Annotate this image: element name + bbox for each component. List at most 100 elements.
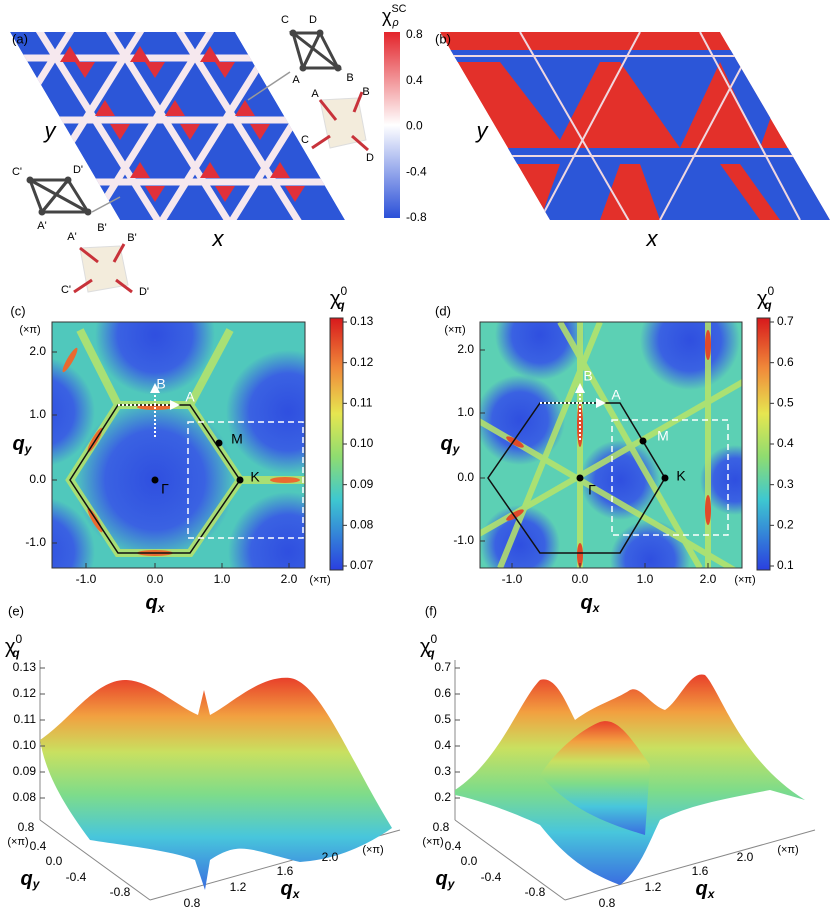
y-tick-label: 0.0 [457,470,474,484]
y-tick-label: -1.0 [25,535,46,549]
z-tick-label: 0.6 [434,686,451,700]
x-tick-label: 0.8 [599,896,616,910]
unit-label: (×π) [777,844,798,856]
y-tick-label: 0.8 [433,820,450,834]
colorbar-tick-label: 0.13 [350,314,374,328]
symbol-sub: q [427,646,435,660]
symbol: χ0 q [757,284,775,312]
x-tick-label: 1.2 [645,880,662,894]
symbol: χSC ρ [382,3,407,29]
axis-label-part: q [21,868,33,890]
axis-label: qx [281,878,301,901]
x-tick-label: 2.0 [700,572,717,586]
point-label: A [185,389,195,405]
rod-inset [73,71,369,294]
axis-label-part: x [592,601,601,615]
label: D' [139,286,149,298]
axis-label: qy [441,433,461,456]
colorbar-tick-label: 0.3 [777,477,794,491]
axis-label-part: q [281,878,293,900]
axis-label-part: x [707,887,716,901]
axis-label-part: q [441,433,453,455]
colorbar-tick-label: 0.09 [350,477,374,491]
unit-label: (×π) [7,836,28,848]
colorbar-tick-label: 0.1 [777,558,794,572]
axis-label: qy [436,868,456,891]
point-label: M [657,428,669,444]
y-tick-label: 0.8 [18,820,35,834]
label: A [311,88,319,100]
symbol-sub: q [337,298,345,312]
colorbar-tick-label: 0.6 [777,355,794,369]
unit-label: (×π) [444,324,465,336]
y-tick-label: 0.0 [46,854,63,868]
point-label: Γ [588,482,596,498]
axis-label: y [43,118,58,143]
z-tick-label: 0.12 [13,686,37,700]
unit-label: (×π) [309,574,330,586]
x-tick-label: 0.0 [147,572,164,586]
axis-label-part: y [452,442,461,456]
colorbar-tick-label: 0.0 [406,119,423,133]
colorbar-tick-label: 0.07 [350,558,374,572]
colorbar [329,317,344,571]
z-tick-label: 0.2 [434,790,451,804]
y-tick-label: 1.0 [29,407,46,421]
symbol-sub: ρ [391,17,398,29]
colorbar-tick-label: 0.10 [350,436,374,450]
symbol-sub: q [12,646,20,660]
unit-label: (×π) [362,844,383,856]
y-tick-label: -0.4 [66,870,87,884]
colorbar-tick-label: 0.08 [350,518,374,532]
colorbar-tick-label: 0.11 [350,396,373,410]
panel-label: (b) [435,31,451,46]
z-tick-label: 0.4 [434,738,451,752]
colorbar-tick-label: 0.7 [777,314,794,328]
x-tick-label: 2.0 [281,572,298,586]
point-label: M [231,431,243,447]
label: C' [61,284,71,296]
y-tick-label: 2.0 [457,342,474,356]
point-label: B [156,376,165,392]
panel-label: (d) [435,303,451,318]
colorbar-tick-label: -0.4 [406,164,427,178]
axis-label: x [212,226,225,251]
label: A' [37,220,46,232]
x-tick-label: -1.0 [502,572,523,586]
symbol-base: χ [757,288,768,310]
x-tick-label: 2.0 [737,850,754,864]
axis-label-part: q [13,433,25,455]
panel-label: (c) [10,303,25,318]
panel-label: (a) [12,31,28,46]
symbol-sup: 0 [431,632,438,646]
axis-label-part: q [436,868,448,890]
axis-label: x [646,226,659,251]
colorbar-tick-label: -0.8 [406,210,427,224]
colorbar-tick-label: 0.8 [406,27,423,41]
symbol-sup: SC [391,3,406,15]
y-tick-label: 1.0 [457,405,474,419]
label: B [346,72,353,84]
label: B' [97,222,106,234]
symbol-sub: q [764,298,772,312]
z-tick-label: 0.10 [13,738,37,752]
axis-label-part: q [146,592,158,614]
axis-label: qx [146,592,166,615]
panel-label: (f) [425,603,437,618]
panel-label: (e) [8,603,24,618]
y-tick-label: 0.0 [29,472,46,486]
unit-label: (×π) [734,574,755,586]
z-tick-label: 0.09 [13,764,37,778]
point-label: K [250,469,260,485]
symbol-sup: 0 [16,632,23,646]
axis-label-part: x [292,887,301,901]
point-label: B [583,368,592,384]
axis-label-part: x [157,601,166,615]
lattice-inset [28,31,343,214]
label: D' [73,164,83,176]
label: C [301,134,309,146]
label: C [281,14,289,26]
axis-label: qx [581,592,601,615]
colorbar-tick-label: 0.4 [406,73,423,87]
